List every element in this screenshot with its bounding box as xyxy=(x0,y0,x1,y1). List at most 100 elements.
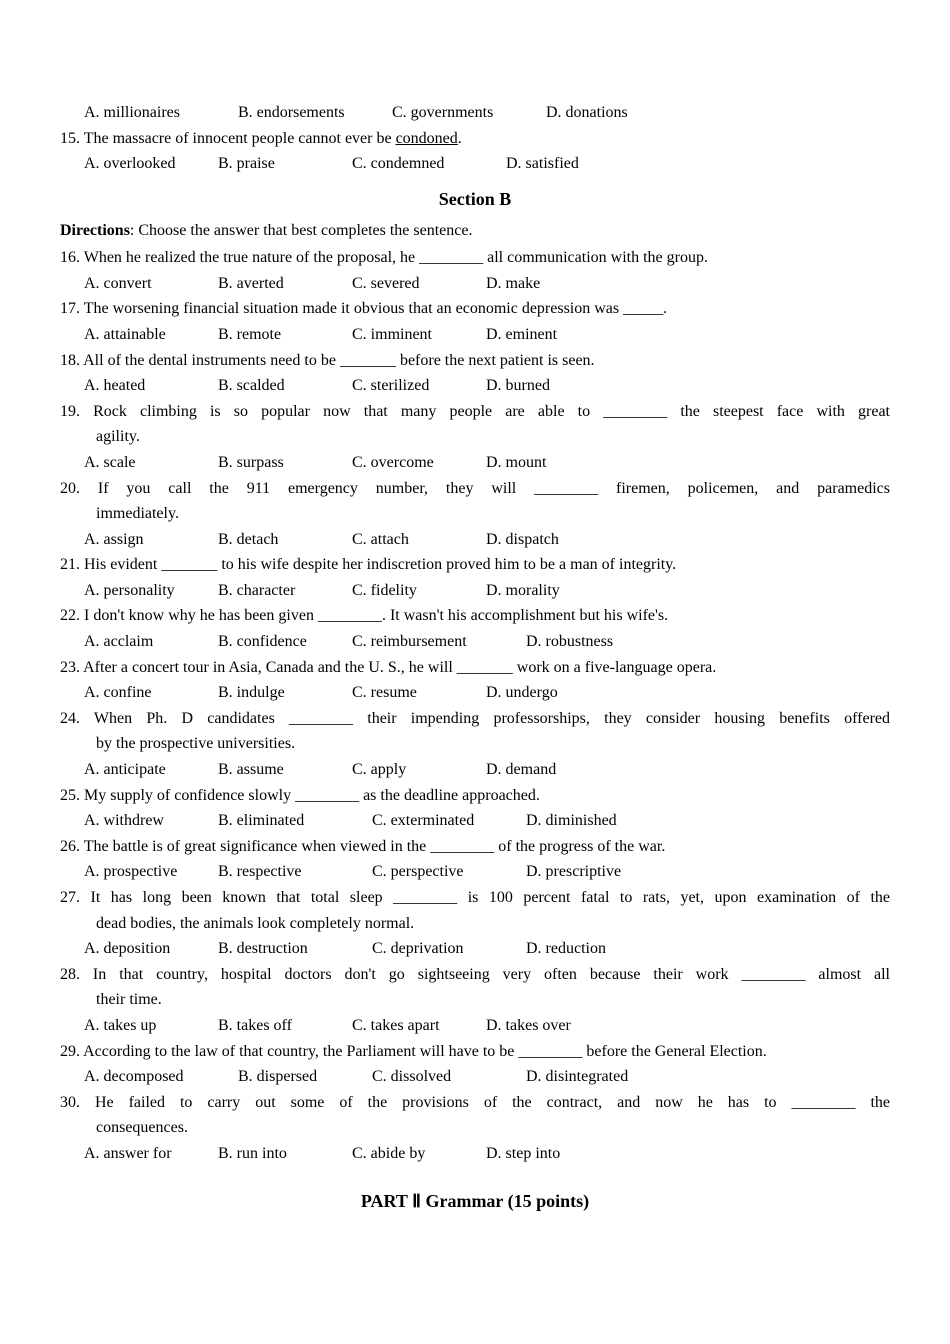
q25-text: 25. My supply of confidence slowly _____… xyxy=(60,783,890,809)
directions-label: Directions xyxy=(60,222,130,239)
option-a: A. withdrew xyxy=(84,808,214,834)
q29-text: 29. According to the law of that country… xyxy=(60,1039,890,1065)
option-a: A. assign xyxy=(84,527,214,553)
q28-line2: their time. xyxy=(60,987,890,1013)
option-b: B. surpass xyxy=(218,450,348,476)
q20-options: A. assign B. detach C. attach D. dispatc… xyxy=(60,527,890,553)
option-c: C. governments xyxy=(392,100,542,126)
q24-options: A. anticipate B. assume C. apply D. dema… xyxy=(60,757,890,783)
option-b: B. takes off xyxy=(218,1013,348,1039)
q30-line2: consequences. xyxy=(60,1115,890,1141)
q27-line2: dead bodies, the animals look completely… xyxy=(60,911,890,937)
option-c: C. dissolved xyxy=(372,1064,522,1090)
option-d: D. reduction xyxy=(526,936,606,962)
option-c: C. deprivation xyxy=(372,936,522,962)
option-c: C. apply xyxy=(352,757,482,783)
q18-text: 18. All of the dental instruments need t… xyxy=(60,348,890,374)
option-d: D. robustness xyxy=(526,629,613,655)
q22-text: 22. I don't know why he has been given _… xyxy=(60,603,890,629)
option-b: B. praise xyxy=(218,151,348,177)
q26-text: 26. The battle is of great significance … xyxy=(60,834,890,860)
option-c: C. perspective xyxy=(372,859,522,885)
option-c: C. overcome xyxy=(352,450,482,476)
option-a: A. scale xyxy=(84,450,214,476)
q27-options: A. deposition B. destruction C. deprivat… xyxy=(60,936,890,962)
q15-text: 15. The massacre of innocent people cann… xyxy=(60,126,890,152)
option-b: B. endorsements xyxy=(238,100,388,126)
q30-line1: 30. He failed to carry out some of the p… xyxy=(60,1090,890,1116)
directions-text: : Choose the answer that best completes … xyxy=(130,222,473,239)
option-d: D. satisfied xyxy=(506,151,579,177)
q26-options: A. prospective B. respective C. perspect… xyxy=(60,859,890,885)
option-a: A. prospective xyxy=(84,859,214,885)
option-d: D. morality xyxy=(486,578,560,604)
option-d: D. donations xyxy=(546,100,628,126)
option-d: D. step into xyxy=(486,1141,560,1167)
option-a: A. personality xyxy=(84,578,214,604)
option-c: C. reimbursement xyxy=(352,629,522,655)
option-a: A. answer for xyxy=(84,1141,214,1167)
option-a: A. acclaim xyxy=(84,629,214,655)
option-a: A. overlooked xyxy=(84,151,214,177)
q16-text: 16. When he realized the true nature of … xyxy=(60,245,890,271)
option-d: D. burned xyxy=(486,373,550,399)
option-a: A. takes up xyxy=(84,1013,214,1039)
q15-post: . xyxy=(458,130,462,147)
part-label: PART xyxy=(361,1191,412,1211)
q22-options: A. acclaim B. confidence C. reimbursemen… xyxy=(60,629,890,655)
q28-options: A. takes up B. takes off C. takes apart … xyxy=(60,1013,890,1039)
option-b: B. indulge xyxy=(218,680,348,706)
option-d: D. demand xyxy=(486,757,556,783)
q23-options: A. confine B. indulge C. resume D. under… xyxy=(60,680,890,706)
option-d: D. make xyxy=(486,271,540,297)
option-b: B. run into xyxy=(218,1141,348,1167)
option-d: D. eminent xyxy=(486,322,557,348)
option-c: C. imminent xyxy=(352,322,482,348)
option-c: C. severed xyxy=(352,271,482,297)
option-a: A. confine xyxy=(84,680,214,706)
q27-line1: 27. It has long been known that total sl… xyxy=(60,885,890,911)
q16-options: A. convert B. averted C. severed D. make xyxy=(60,271,890,297)
q19-options: A. scale B. surpass C. overcome D. mount xyxy=(60,450,890,476)
option-a: A. millionaires xyxy=(84,100,234,126)
q24-line1: 24. When Ph. D candidates ________ their… xyxy=(60,706,890,732)
directions-b: Directions: Choose the answer that best … xyxy=(60,218,890,244)
option-c: C. exterminated xyxy=(372,808,522,834)
q15-pre: 15. The massacre of innocent people cann… xyxy=(60,130,396,147)
section-b-title: Section B xyxy=(60,185,890,214)
option-b: B. averted xyxy=(218,271,348,297)
q21-text: 21. His evident _______ to his wife desp… xyxy=(60,552,890,578)
option-a: A. convert xyxy=(84,271,214,297)
q17-options: A. attainable B. remote C. imminent D. e… xyxy=(60,322,890,348)
option-b: B. dispersed xyxy=(238,1064,368,1090)
option-b: B. eliminated xyxy=(218,808,368,834)
q28-line1: 28. In that country, hospital doctors do… xyxy=(60,962,890,988)
option-d: D. diminished xyxy=(526,808,617,834)
option-b: B. remote xyxy=(218,322,348,348)
option-d: D. takes over xyxy=(486,1013,571,1039)
q14-options: A. millionaires B. endorsements C. gover… xyxy=(60,100,890,126)
option-a: A. attainable xyxy=(84,322,214,348)
option-b: B. destruction xyxy=(218,936,368,962)
option-c: C. resume xyxy=(352,680,482,706)
q21-options: A. personality B. character C. fidelity … xyxy=(60,578,890,604)
option-c: C. attach xyxy=(352,527,482,553)
option-d: D. mount xyxy=(486,450,546,476)
q20-line1: 20. If you call the 911 emergency number… xyxy=(60,476,890,502)
option-a: A. anticipate xyxy=(84,757,214,783)
option-a: A. heated xyxy=(84,373,214,399)
option-c: C. abide by xyxy=(352,1141,482,1167)
option-d: D. dispatch xyxy=(486,527,559,553)
option-d: D. prescriptive xyxy=(526,859,621,885)
q29-options: A. decomposed B. dispersed C. dissolved … xyxy=(60,1064,890,1090)
q24-line2: by the prospective universities. xyxy=(60,731,890,757)
part-subject: Grammar (15 points) xyxy=(421,1191,589,1211)
q23-text: 23. After a concert tour in Asia, Canada… xyxy=(60,655,890,681)
option-b: B. character xyxy=(218,578,348,604)
option-b: B. scalded xyxy=(218,373,348,399)
option-d: D. disintegrated xyxy=(526,1064,628,1090)
q25-options: A. withdrew B. eliminated C. exterminate… xyxy=(60,808,890,834)
option-c: C. sterilized xyxy=(352,373,482,399)
q19-line2: agility. xyxy=(60,424,890,450)
q20-line2: immediately. xyxy=(60,501,890,527)
